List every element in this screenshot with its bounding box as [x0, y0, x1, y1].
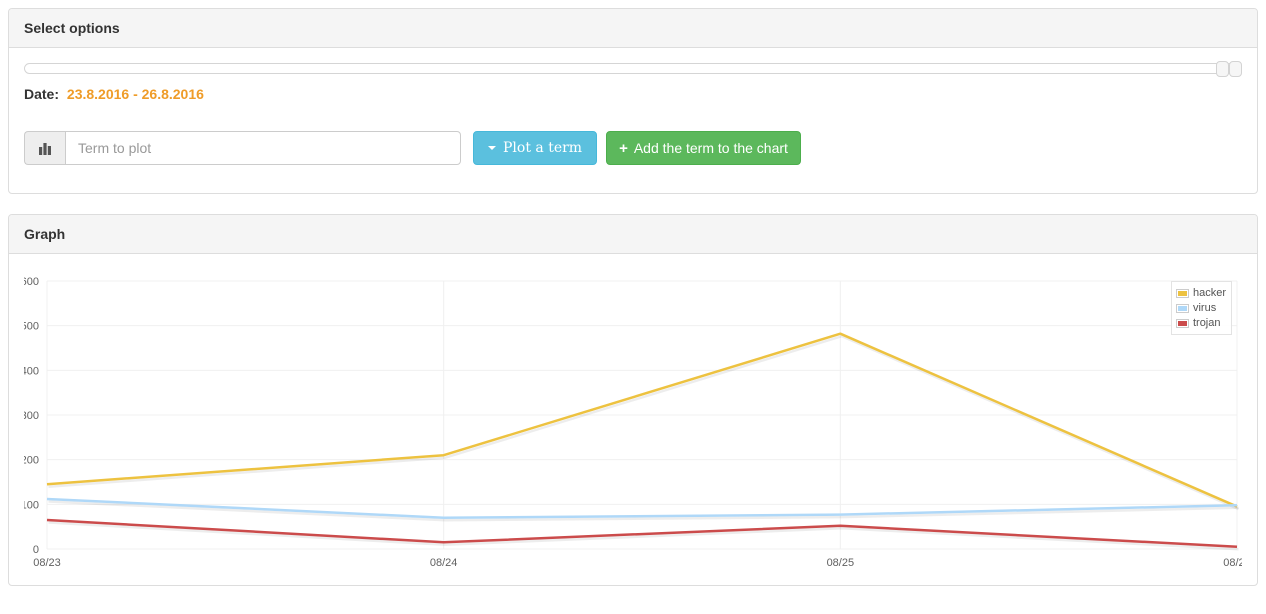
legend-swatch-hacker [1175, 288, 1189, 298]
graph-panel: Graph 0 100 200 300 400 500 600 08/23 08/24 08/25… [8, 214, 1258, 586]
svg-text:08/25: 08/25 [827, 557, 855, 569]
svg-text:08/24: 08/24 [430, 557, 458, 569]
legend-label: virus [1192, 302, 1217, 314]
caret-down-icon [488, 146, 496, 150]
legend-item: virus [1175, 301, 1226, 315]
legend-item: trojan [1175, 316, 1226, 330]
svg-text:300: 300 [24, 410, 39, 422]
legend-swatch-virus [1175, 303, 1189, 313]
svg-text:08/23: 08/23 [33, 557, 61, 569]
add-term-button-label: Add the term to the chart [633, 140, 788, 156]
select-options-body: Date: 23.8.2016 - 26.8.2016 [9, 48, 1257, 193]
line-chart: 010020030040050060008/2308/2408/2508/26 … [24, 269, 1242, 573]
legend-label: trojan [1192, 317, 1221, 329]
legend-label: hacker [1192, 287, 1226, 299]
chart-canvas: 0 100 200 300 400 500 600 08/23 08/24 08/25 08/26 [24, 276, 1242, 569]
select-options-panel: Select options Date: 23.8.2016 - 26.8.20… [8, 8, 1258, 194]
term-input-group [24, 131, 461, 165]
date-range-value: 23.8.2016 - 26.8.2016 [66, 86, 204, 102]
svg-text:500: 500 [24, 321, 39, 333]
svg-text:600: 600 [24, 276, 39, 288]
term-form-row: Plot a term + Add the term to the chart [24, 131, 1242, 165]
svg-text:200: 200 [24, 455, 39, 467]
select-options-header: Select options [9, 9, 1257, 48]
plot-term-button-label: Plot a term [503, 140, 583, 156]
date-range-slider[interactable] [24, 61, 1242, 77]
legend-item: hacker [1175, 286, 1226, 300]
chart-legend: hacker virus trojan [1170, 281, 1232, 335]
slider-handle-end[interactable] [1229, 61, 1242, 77]
term-input[interactable] [65, 131, 461, 165]
legend-swatch-trojan [1175, 318, 1189, 328]
add-term-button[interactable]: + Add the term to the chart [606, 131, 801, 165]
graph-header: Graph [9, 215, 1257, 254]
svg-text:0: 0 [33, 544, 39, 556]
svg-text:400: 400 [24, 365, 39, 377]
plot-term-button[interactable]: Plot a term [473, 131, 598, 165]
graph-body: 010020030040050060008/2308/2408/2508/26 … [9, 254, 1257, 585]
svg-text:08/26: 08/26 [1223, 557, 1242, 569]
date-row: Date: 23.8.2016 - 26.8.2016 [24, 86, 1242, 102]
slider-handle-start[interactable] [1216, 61, 1229, 77]
date-label: Date: [24, 86, 60, 102]
svg-text:100: 100 [24, 499, 39, 511]
plus-icon: + [619, 139, 628, 157]
bar-chart-icon [24, 131, 65, 165]
